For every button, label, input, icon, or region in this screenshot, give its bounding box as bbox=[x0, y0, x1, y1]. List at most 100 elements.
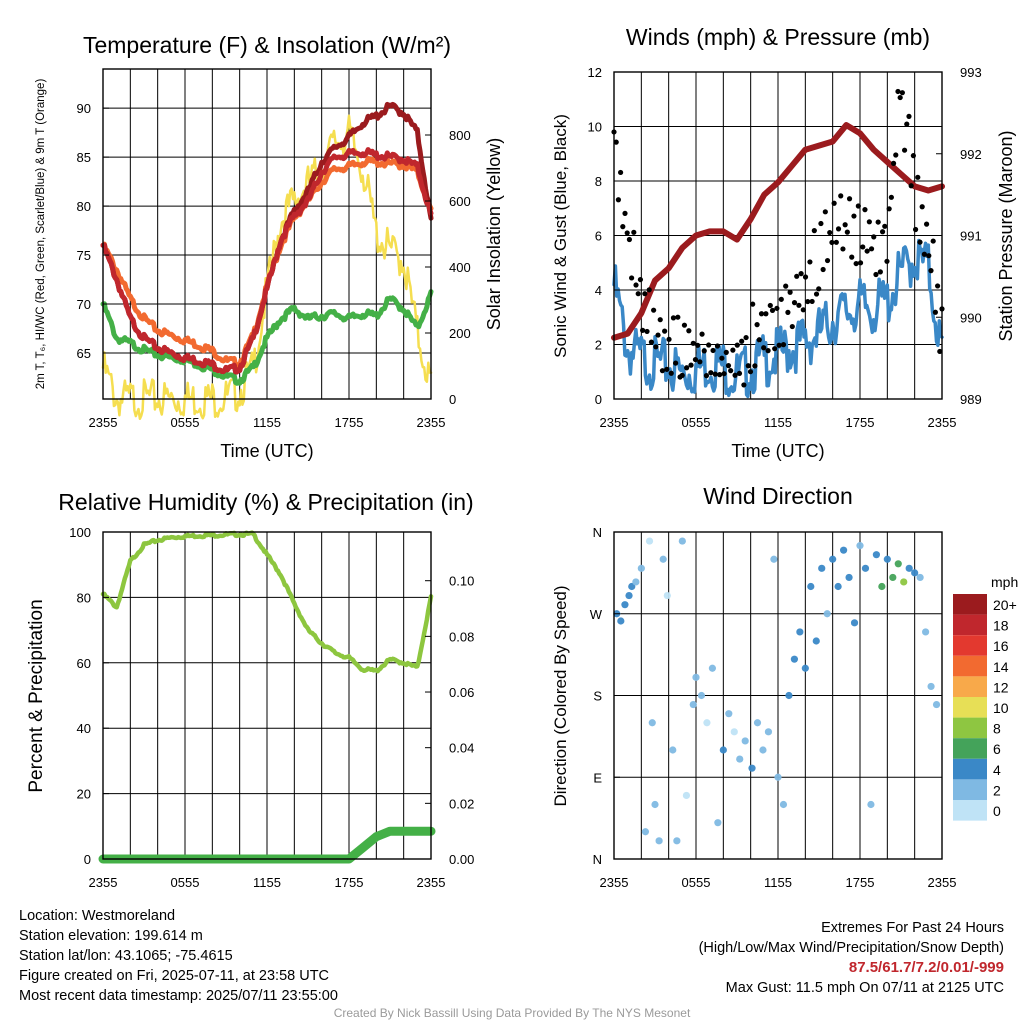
colorbar-label: 14 bbox=[993, 659, 1009, 675]
y2-tick-label: 990 bbox=[960, 310, 982, 325]
direction-point bbox=[673, 837, 681, 845]
y-tick-label: N bbox=[593, 525, 602, 540]
gust-point bbox=[637, 276, 644, 283]
gust-point bbox=[776, 342, 782, 348]
y-tick-label: N bbox=[593, 852, 602, 867]
direction-point bbox=[641, 828, 650, 836]
direction-point bbox=[692, 673, 700, 681]
x-tick-label: 2355 bbox=[928, 875, 957, 890]
temperature-xlabel: Time (UTC) bbox=[220, 441, 313, 461]
colorbar-swatch bbox=[953, 697, 987, 718]
direction-point bbox=[621, 601, 629, 609]
gust-point bbox=[699, 331, 705, 337]
direction-point bbox=[645, 537, 654, 545]
gust-point bbox=[906, 113, 912, 119]
gust-point bbox=[809, 298, 815, 305]
colorbar-swatch bbox=[953, 758, 987, 780]
gust-point bbox=[618, 169, 624, 176]
gust-point bbox=[813, 291, 820, 297]
gust-point bbox=[910, 153, 916, 159]
elevation-text: Station elevation: 199.614 m bbox=[19, 928, 203, 944]
direction-point bbox=[894, 560, 902, 568]
gust-point bbox=[846, 196, 853, 202]
humidity-panel: Relative Humidity (%) & Precipitation (i… bbox=[26, 489, 474, 890]
gust-point bbox=[728, 368, 734, 374]
x-tick-label: 2355 bbox=[928, 415, 957, 430]
gust-point bbox=[866, 219, 872, 225]
y2-tick-label: 400 bbox=[449, 260, 471, 275]
colorbar-swatch bbox=[953, 655, 987, 677]
direction-point bbox=[818, 564, 826, 572]
series-line bbox=[611, 122, 945, 341]
gust-point bbox=[629, 275, 635, 281]
gust-point bbox=[840, 246, 846, 252]
gust-point bbox=[673, 360, 679, 366]
gust-point bbox=[670, 315, 677, 321]
y-tick-label: 40 bbox=[77, 721, 91, 736]
x-tick-label: 2355 bbox=[89, 415, 118, 430]
direction-point bbox=[905, 564, 913, 572]
direction-point bbox=[659, 555, 667, 563]
gust-point bbox=[811, 228, 817, 234]
gust-point bbox=[739, 338, 745, 344]
y-tick-label: 6 bbox=[595, 229, 602, 244]
location-text: Location: Westmoreland bbox=[19, 908, 176, 924]
gust-point bbox=[626, 236, 633, 243]
gust-point bbox=[763, 311, 769, 317]
direction-point bbox=[872, 551, 881, 559]
recent-data-text: Most recent data timestamp: 2025/07/11 2… bbox=[19, 988, 338, 1004]
direction-point bbox=[648, 719, 656, 727]
gust-point bbox=[899, 90, 905, 96]
series-line bbox=[100, 530, 434, 674]
direction-point bbox=[637, 564, 645, 572]
direction-point bbox=[703, 719, 711, 727]
gust-point bbox=[730, 347, 736, 353]
gust-point bbox=[794, 273, 800, 279]
gust-point bbox=[818, 220, 824, 227]
x-tick-label: 1155 bbox=[764, 875, 792, 890]
gust-point bbox=[624, 230, 630, 236]
direction-point bbox=[651, 800, 659, 809]
direction-tick-labels: 2355 0555 1155 1755 2355 N E S W N bbox=[590, 525, 957, 890]
gust-point bbox=[684, 365, 690, 371]
x-tick-label: 1155 bbox=[764, 415, 792, 430]
gust-point bbox=[816, 286, 822, 292]
gust-point bbox=[675, 314, 681, 320]
direction-point bbox=[697, 691, 706, 700]
gust-point bbox=[888, 194, 894, 200]
gust-point bbox=[613, 139, 619, 145]
gust-point bbox=[820, 266, 826, 273]
humidity-plot-frame bbox=[102, 531, 432, 860]
y-tick-label: 60 bbox=[77, 656, 91, 671]
gust-point bbox=[710, 347, 716, 354]
gust-point bbox=[886, 206, 892, 212]
gust-point bbox=[884, 258, 890, 264]
winds-title: Winds (mph) & Pressure (mb) bbox=[626, 24, 930, 50]
gust-point bbox=[923, 221, 930, 227]
y2-tick-label: 993 bbox=[960, 65, 982, 80]
colorbar-title: mph bbox=[991, 574, 1018, 590]
gust-point bbox=[655, 332, 661, 338]
winds-ylabel-right: Station Pressure (Maroon) bbox=[996, 130, 1016, 341]
gust-point bbox=[769, 307, 776, 314]
y-tick-label: 70 bbox=[77, 297, 91, 312]
direction-point bbox=[823, 610, 831, 618]
gust-point bbox=[855, 203, 861, 209]
y2-tick-label: 0.02 bbox=[449, 796, 474, 811]
winds-xlabel: Time (UTC) bbox=[731, 441, 824, 461]
direction-point bbox=[689, 700, 697, 709]
colorbar-label: 8 bbox=[993, 721, 1001, 737]
latlon-text: Station lat/lon: 43.1065; -75.4615 bbox=[19, 948, 233, 964]
temperature-ylabel-right: Solar Insolation (Yellow) bbox=[484, 138, 504, 330]
gust-point bbox=[932, 309, 938, 315]
gust-point bbox=[864, 248, 870, 254]
gust-point bbox=[736, 370, 743, 377]
y-tick-label: 90 bbox=[77, 101, 91, 116]
y2-tick-label: 0.08 bbox=[449, 629, 474, 644]
gust-point bbox=[615, 197, 622, 203]
gust-point bbox=[833, 239, 839, 245]
y2-tick-label: 0.00 bbox=[449, 852, 474, 867]
x-tick-label: 2355 bbox=[600, 875, 629, 890]
y-tick-label: 85 bbox=[77, 150, 91, 165]
gust-point bbox=[904, 121, 910, 127]
